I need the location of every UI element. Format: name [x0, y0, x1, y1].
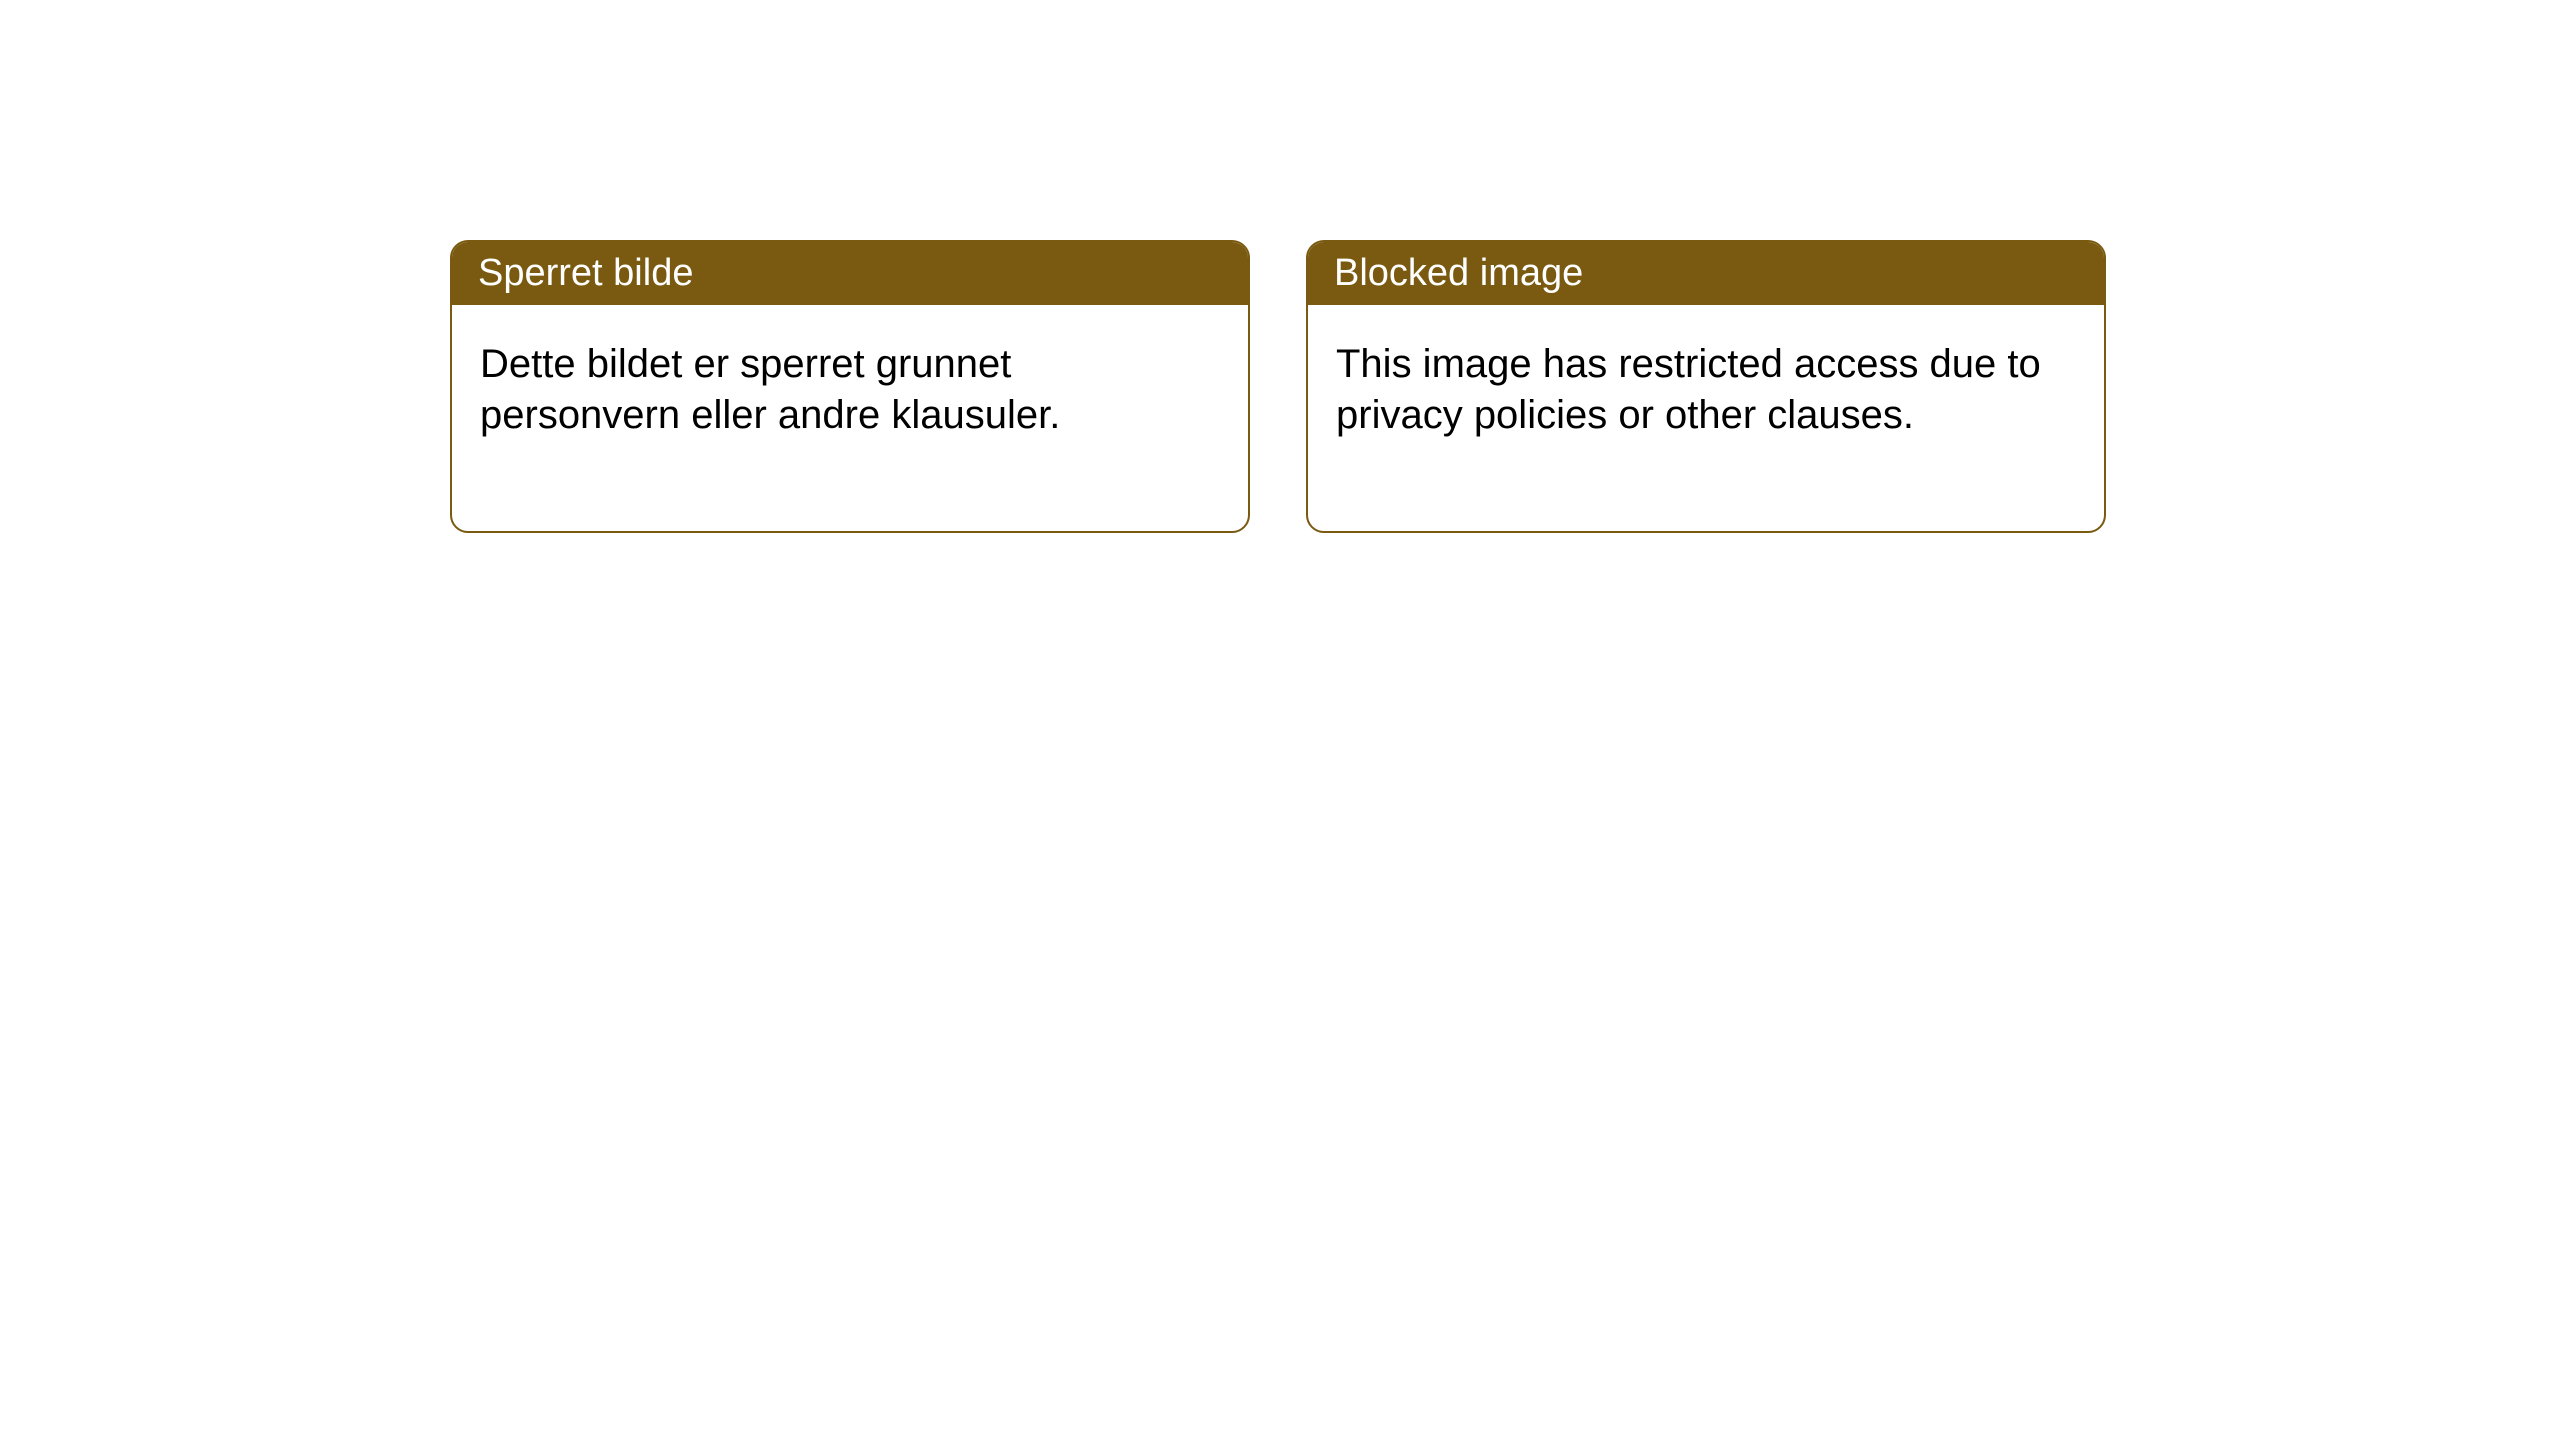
- notice-container: Sperret bilde Dette bildet er sperret gr…: [450, 240, 2106, 533]
- notice-card-no: Sperret bilde Dette bildet er sperret gr…: [450, 240, 1250, 533]
- notice-body-en: This image has restricted access due to …: [1308, 305, 2104, 531]
- notice-card-en: Blocked image This image has restricted …: [1306, 240, 2106, 533]
- notice-header-en: Blocked image: [1308, 242, 2104, 305]
- notice-header-no: Sperret bilde: [452, 242, 1248, 305]
- notice-body-no: Dette bildet er sperret grunnet personve…: [452, 305, 1248, 531]
